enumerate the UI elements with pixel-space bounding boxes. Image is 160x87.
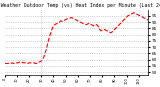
Title: Milwaukee Weather Outdoor Temp (vs) Heat Index per Minute (Last 24 Hours): Milwaukee Weather Outdoor Temp (vs) Heat… (0, 3, 160, 8)
